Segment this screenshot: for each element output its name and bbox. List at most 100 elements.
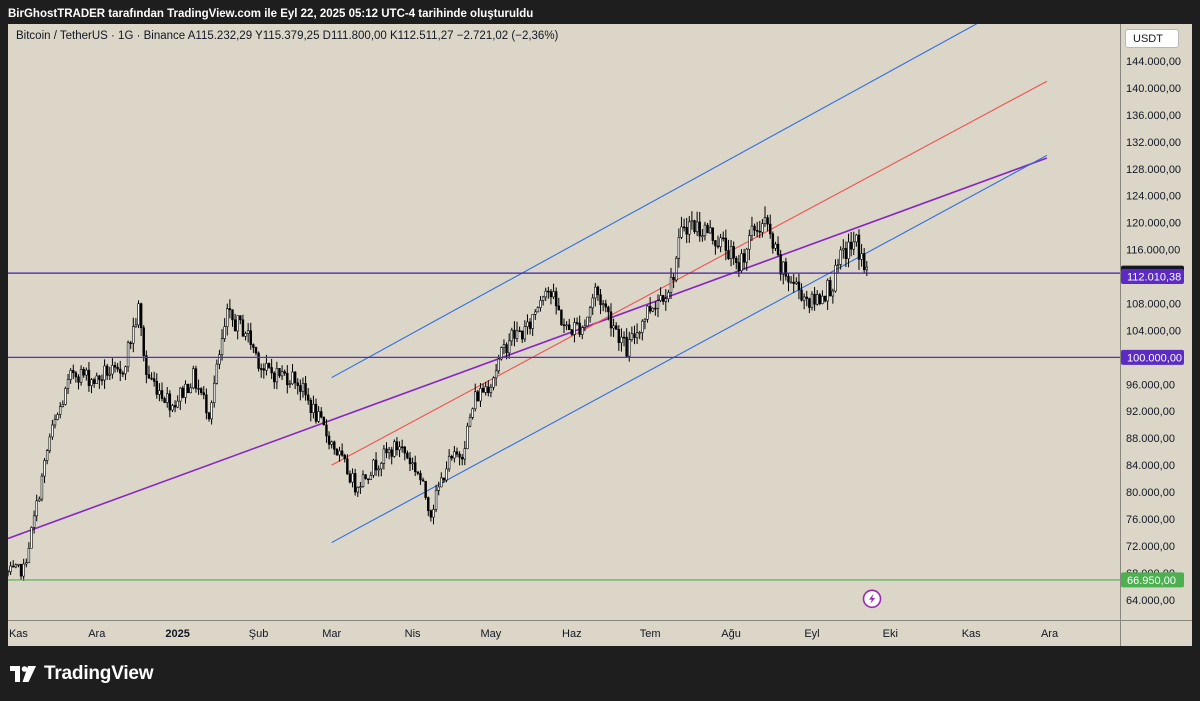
candle[interactable]	[815, 290, 819, 306]
candle[interactable]	[557, 297, 560, 311]
candle[interactable]	[32, 510, 36, 534]
candle[interactable]	[573, 317, 576, 343]
candle[interactable]	[607, 305, 610, 321]
candle[interactable]	[865, 261, 869, 276]
candle[interactable]	[813, 286, 816, 311]
candle[interactable]	[105, 363, 109, 380]
candle[interactable]	[296, 378, 299, 395]
candle[interactable]	[667, 289, 670, 303]
plot-area[interactable]	[8, 24, 1048, 581]
candle[interactable]	[385, 442, 388, 459]
candle[interactable]	[594, 282, 597, 307]
channel-lower-line[interactable]	[331, 154, 1048, 544]
candle[interactable]	[437, 481, 440, 496]
candle[interactable]	[471, 407, 474, 420]
candle[interactable]	[61, 400, 65, 408]
candle[interactable]	[693, 219, 696, 234]
candle[interactable]	[776, 236, 780, 257]
candle[interactable]	[181, 385, 185, 399]
candle[interactable]	[544, 287, 547, 302]
candle[interactable]	[648, 297, 652, 314]
candle[interactable]	[842, 239, 845, 259]
candle[interactable]	[515, 321, 519, 343]
candle[interactable]	[742, 248, 746, 270]
candle[interactable]	[510, 327, 514, 346]
candle[interactable]	[484, 381, 487, 396]
candle[interactable]	[651, 307, 654, 313]
candle[interactable]	[92, 377, 96, 388]
candle[interactable]	[628, 331, 631, 362]
candle[interactable]	[186, 383, 190, 394]
candle[interactable]	[322, 416, 326, 426]
candle[interactable]	[688, 216, 691, 243]
candle[interactable]	[476, 389, 480, 402]
candle[interactable]	[364, 473, 367, 480]
candle[interactable]	[119, 360, 122, 382]
candle[interactable]	[197, 379, 200, 395]
candle[interactable]	[432, 504, 435, 525]
candle[interactable]	[98, 374, 101, 389]
candle[interactable]	[427, 496, 430, 517]
candle[interactable]	[12, 560, 15, 568]
candle[interactable]	[176, 395, 179, 409]
candle[interactable]	[612, 318, 615, 338]
candle[interactable]	[578, 315, 581, 338]
candle[interactable]	[317, 406, 320, 424]
candle[interactable]	[680, 216, 683, 240]
candle[interactable]	[22, 558, 25, 581]
candle[interactable]	[818, 292, 822, 306]
candle[interactable]	[724, 229, 728, 261]
candle[interactable]	[690, 211, 694, 230]
candle[interactable]	[672, 272, 675, 289]
candle[interactable]	[25, 558, 28, 568]
candle[interactable]	[758, 220, 761, 239]
candle[interactable]	[278, 368, 281, 378]
channel-upper-line[interactable]	[331, 24, 995, 379]
candle[interactable]	[857, 229, 861, 270]
candle[interactable]	[19, 563, 23, 581]
candle[interactable]	[335, 448, 339, 456]
candle[interactable]	[740, 249, 743, 274]
currency-button[interactable]: USDT	[1125, 29, 1179, 48]
candle[interactable]	[494, 364, 498, 387]
candle[interactable]	[614, 322, 618, 330]
candle[interactable]	[43, 458, 46, 484]
candle[interactable]	[64, 386, 67, 406]
candles[interactable]	[8, 206, 869, 581]
candle[interactable]	[829, 276, 832, 297]
time-axis[interactable]: Kas Ara 2025 Şub Mar Nis May Haz Tem Ağu Eyl Eki Kas…	[9, 628, 1059, 640]
candle[interactable]	[8, 569, 10, 577]
candle[interactable]	[735, 256, 738, 270]
candle[interactable]	[547, 286, 550, 299]
candle[interactable]	[155, 373, 159, 399]
candle[interactable]	[570, 329, 574, 336]
candle[interactable]	[137, 300, 140, 329]
candle[interactable]	[800, 283, 803, 302]
candle[interactable]	[774, 241, 777, 252]
candle[interactable]	[745, 247, 748, 271]
candle[interactable]	[249, 322, 252, 350]
candle[interactable]	[244, 331, 247, 341]
candle[interactable]	[536, 306, 540, 313]
candle[interactable]	[466, 422, 469, 450]
candle[interactable]	[132, 317, 135, 353]
candle[interactable]	[701, 228, 704, 242]
candle[interactable]	[72, 364, 75, 380]
candle[interactable]	[343, 453, 346, 463]
candle[interactable]	[654, 301, 657, 316]
candle[interactable]	[233, 313, 237, 332]
candle[interactable]	[638, 330, 641, 340]
candle[interactable]	[74, 371, 78, 383]
candle[interactable]	[604, 299, 607, 313]
candle[interactable]	[549, 289, 553, 305]
candle[interactable]	[664, 289, 668, 311]
candle[interactable]	[455, 447, 459, 458]
candle[interactable]	[695, 211, 699, 237]
candle[interactable]	[262, 363, 266, 379]
candle[interactable]	[387, 446, 391, 460]
candle[interactable]	[327, 431, 331, 450]
candle[interactable]	[145, 350, 148, 384]
candle[interactable]	[100, 374, 104, 386]
candle[interactable]	[703, 221, 707, 241]
candle[interactable]	[685, 217, 688, 244]
